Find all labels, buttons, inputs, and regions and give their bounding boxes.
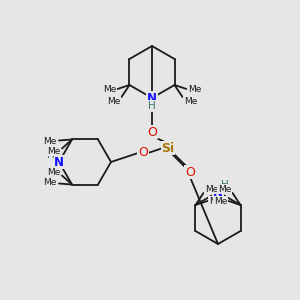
Text: Me: Me: [184, 97, 197, 106]
Text: Me: Me: [103, 85, 116, 94]
Text: H: H: [221, 180, 229, 190]
Text: N: N: [54, 155, 64, 169]
Text: H: H: [148, 101, 156, 111]
Text: O: O: [138, 146, 148, 160]
Text: Si: Si: [161, 142, 175, 154]
Text: Me: Me: [188, 85, 201, 94]
Text: Me: Me: [218, 184, 231, 194]
Text: Me: Me: [107, 97, 120, 106]
Text: Me: Me: [214, 196, 227, 206]
Text: Me: Me: [47, 147, 61, 156]
Text: Me: Me: [43, 137, 57, 146]
Text: Me: Me: [43, 178, 57, 187]
Text: Me: Me: [205, 184, 218, 194]
Text: N: N: [213, 185, 223, 199]
Text: O: O: [147, 125, 157, 139]
Text: H: H: [47, 150, 55, 160]
Text: Me: Me: [209, 196, 222, 206]
Text: N: N: [147, 92, 157, 104]
Text: O: O: [185, 166, 195, 178]
Text: Me: Me: [47, 168, 61, 177]
